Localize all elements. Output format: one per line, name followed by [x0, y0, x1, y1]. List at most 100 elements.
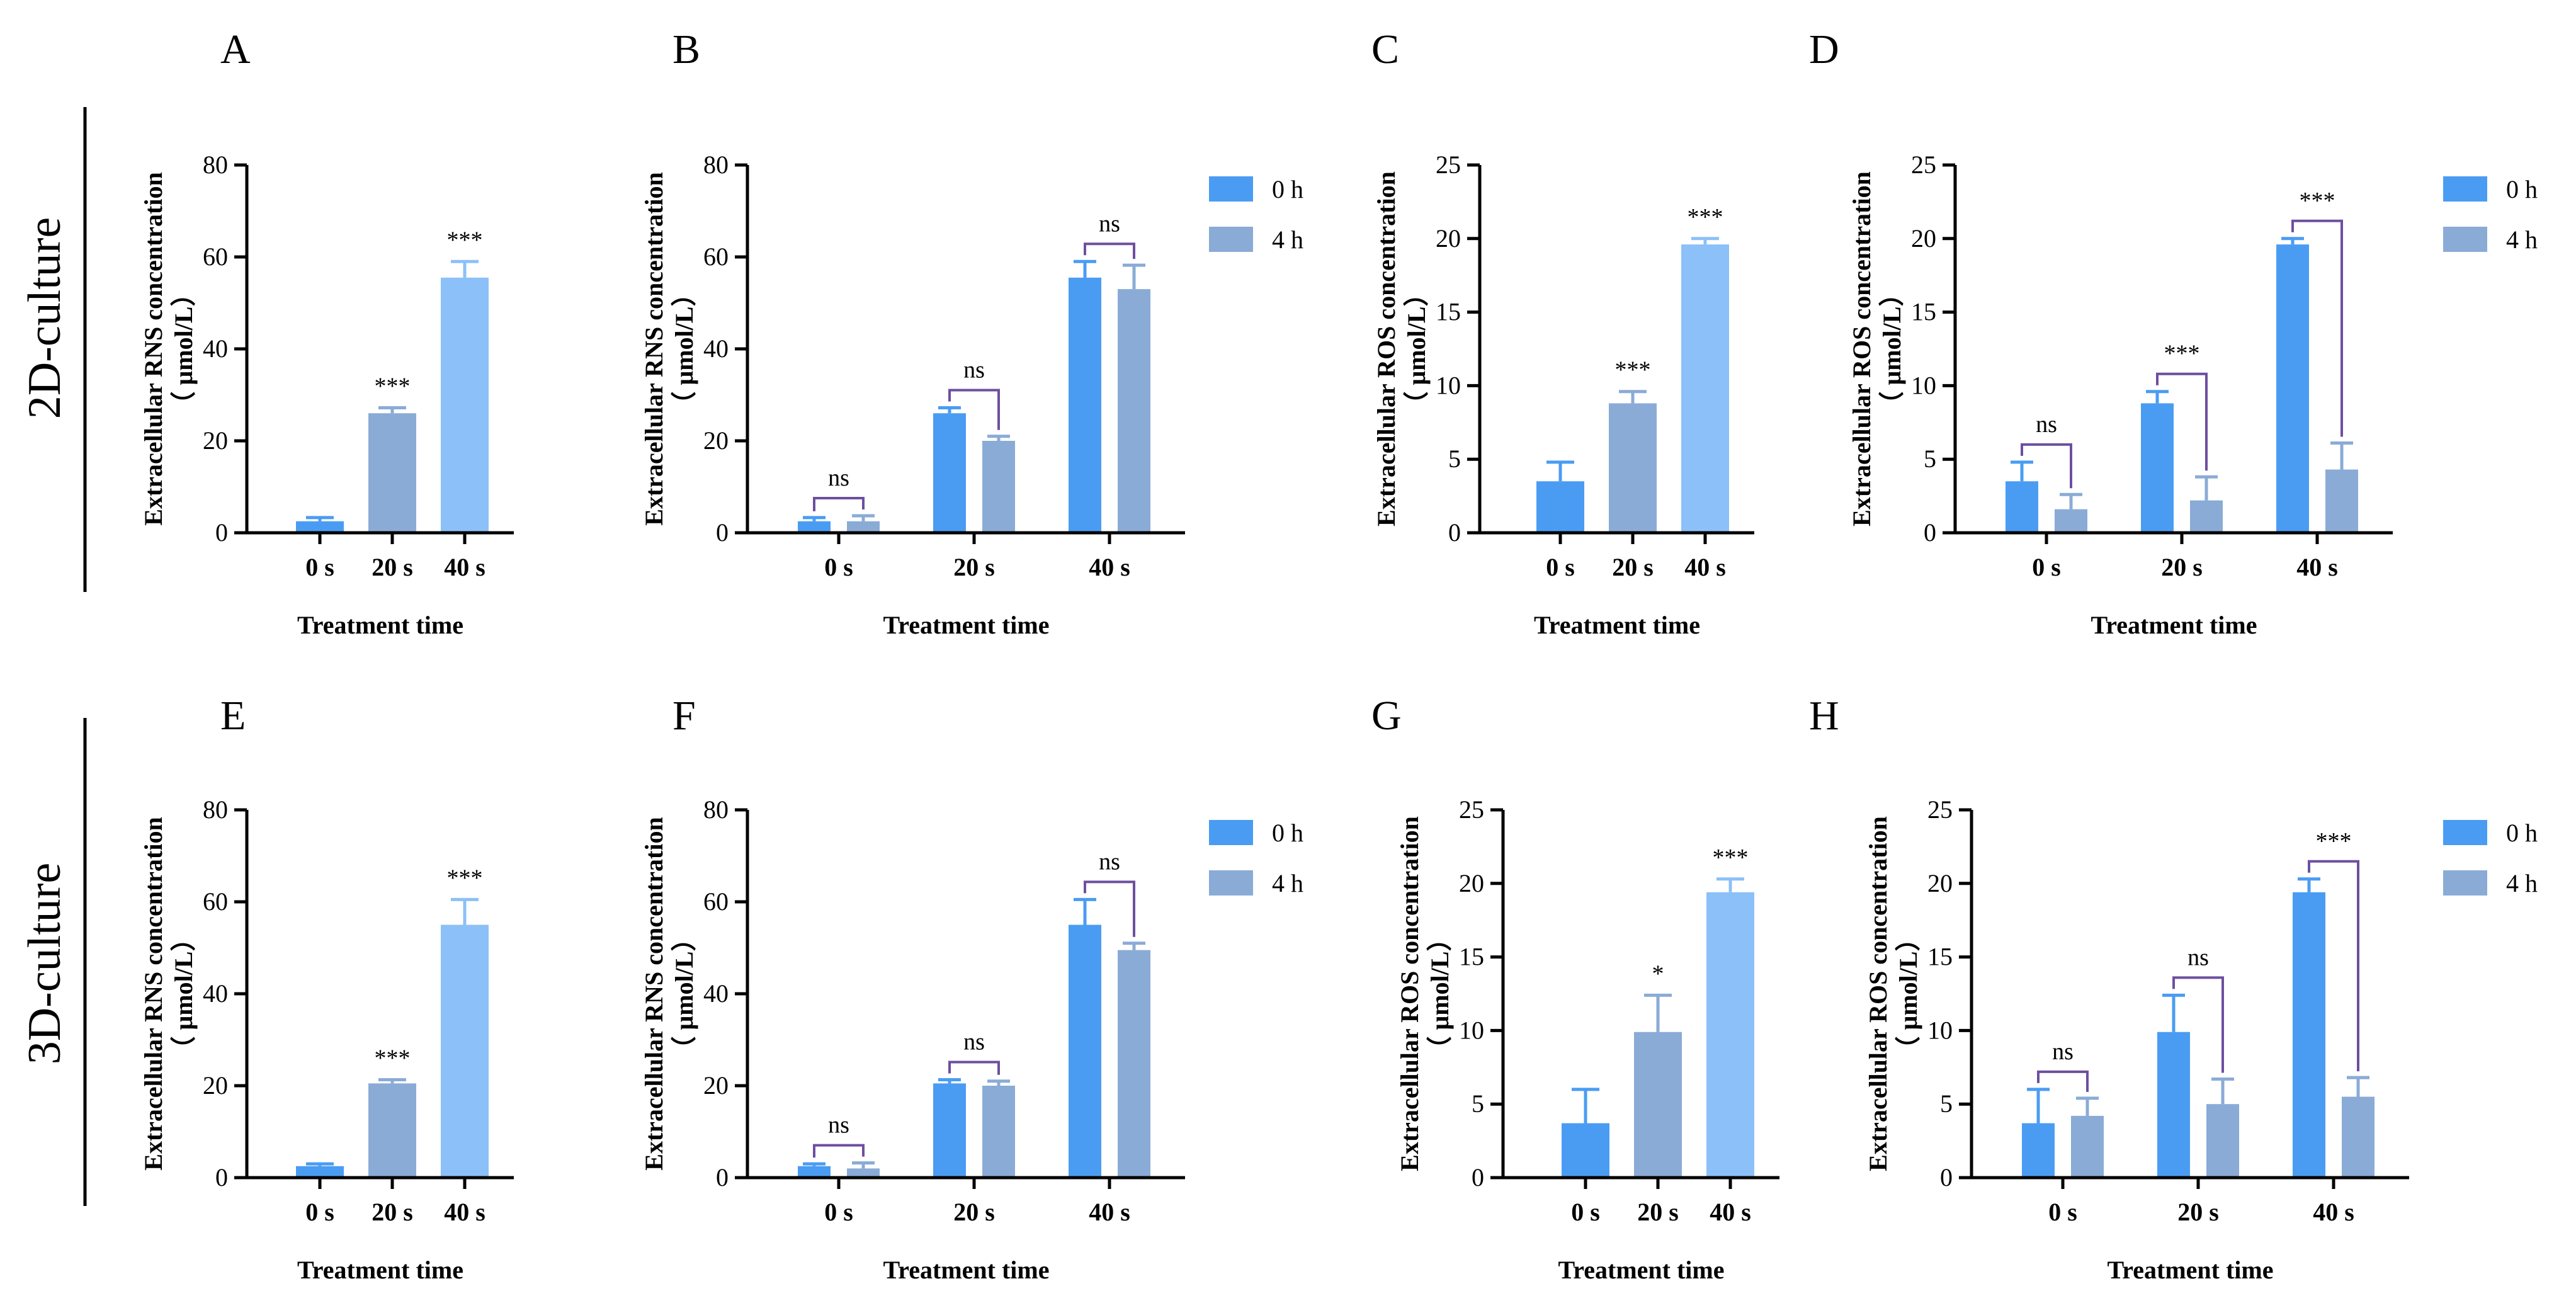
y-tick-label: 5 [1448, 445, 1461, 473]
legend-swatch-4h [2443, 870, 2487, 896]
bar-0s [296, 521, 344, 533]
significance-label: *** [375, 373, 411, 399]
x-axis-title: Treatment time [2091, 611, 2257, 639]
y-tick-label: 60 [703, 887, 729, 916]
significance-label: ns [828, 465, 849, 491]
y-tick-label: 0 [1472, 1163, 1484, 1191]
y-tick-label: 5 [1940, 1089, 1953, 1118]
y-axis-unit: （ μmol/L） [670, 282, 698, 417]
significance-label: ns [2187, 944, 2209, 970]
panel-letter-A: A [220, 26, 251, 72]
y-tick-label: 15 [1459, 943, 1484, 971]
row-label-3d: 3D-culture [19, 863, 71, 1065]
x-tick-label: 20 s [2177, 1198, 2219, 1226]
bar-0h-20s [2141, 403, 2174, 533]
significance-label: *** [2300, 188, 2335, 214]
panel-G: G 0 5 10 15 20 25 Extracellular ROS concentrati… [1371, 693, 1779, 1284]
legend-swatch-4h [1209, 870, 1253, 896]
bar-0h-40s [1069, 924, 1101, 1178]
bar-4h-40s [2342, 1096, 2375, 1178]
legend-label-0h: 0 h [1272, 175, 1303, 203]
bar-20s [368, 1083, 416, 1178]
bar-0s [1562, 1123, 1609, 1178]
y-axis-title: Extracellular RNS concentration [139, 172, 167, 525]
bar-4h-20s [982, 1086, 1015, 1178]
y-tick-label: 40 [703, 334, 729, 363]
y-tick-label: 60 [703, 242, 729, 271]
y-axis-title: Extracellular RNS concentration [640, 817, 668, 1170]
x-tick-label: 40 s [2296, 553, 2338, 581]
panel-letter-E: E [220, 693, 246, 739]
bar-40s [1706, 892, 1754, 1178]
y-tick-label: 60 [203, 242, 228, 271]
y-axis-title: Extracellular ROS concentration [1847, 171, 1876, 526]
bar-20s [1634, 1032, 1682, 1178]
y-axis-title: Extracellular ROS concentration [1395, 816, 1424, 1171]
legend-label-4h: 4 h [1272, 225, 1303, 254]
bar-4h-40s [2325, 469, 2358, 533]
x-axis-title: Treatment time [1558, 1256, 1725, 1284]
panel-C: C 0 5 10 15 20 25 Extracellular ROS concentrati… [1371, 26, 1754, 639]
x-tick-label: 20 s [1637, 1198, 1679, 1226]
x-tick-label: 20 s [1612, 553, 1654, 581]
significance-bracket [1084, 242, 1135, 259]
significance-bracket [2037, 1070, 2089, 1092]
y-tick-label: 20 [203, 426, 228, 455]
significance-bracket [2156, 372, 2208, 471]
y-tick-label: 10 [1927, 1016, 1953, 1044]
x-tick-label: 20 s [2161, 553, 2203, 581]
bar-0h-20s [933, 1083, 966, 1178]
y-tick-label: 80 [203, 795, 228, 824]
y-tick-label: 25 [1927, 795, 1953, 824]
legend-swatch-4h [1209, 227, 1253, 252]
bar-0s [1536, 481, 1584, 533]
legend-swatch-0h [1209, 820, 1253, 845]
y-tick-label: 0 [215, 518, 228, 547]
bar-0h-0s [798, 521, 831, 533]
x-axis-title: Treatment time [1534, 611, 1700, 639]
x-tick-label: 0 s [305, 1198, 334, 1226]
significance-label: *** [1713, 845, 1749, 871]
y-tick-label: 0 [716, 518, 729, 547]
panel-letter-F: F [672, 693, 696, 739]
bar-4h-0s [847, 1168, 880, 1178]
y-tick-label: 80 [703, 795, 729, 824]
significance-label: * [1652, 960, 1664, 987]
y-tick-label: 60 [203, 887, 228, 916]
bar-0h-40s [1069, 277, 1101, 533]
panel-letter-D: D [1809, 26, 1839, 72]
significance-label: ns [1099, 848, 1120, 875]
significance-bracket [2308, 860, 2359, 1072]
panel-letter-C: C [1371, 26, 1399, 72]
x-tick-label: 40 s [444, 553, 485, 581]
y-axis-unit: （ μmol/L） [670, 926, 698, 1062]
bar-4h-0s [847, 521, 880, 533]
panel-D: D 0 5 10 15 20 25 Extracellular ROS concentrati… [1809, 26, 2538, 639]
bar-0h-0s [798, 1166, 831, 1178]
bar-4h-20s [2190, 500, 2223, 533]
bar-40s [441, 924, 489, 1178]
significance-label: ns [2052, 1038, 2074, 1065]
x-tick-label: 40 s [1710, 1198, 1751, 1226]
y-axis-title: Extracellular RNS concentration [640, 172, 668, 525]
bar-0h-0s [2006, 481, 2038, 533]
x-tick-label: 40 s [444, 1198, 485, 1226]
x-axis-title: Treatment time [883, 1256, 1050, 1284]
y-tick-label: 80 [703, 151, 729, 179]
legend-swatch-4h [2443, 227, 2487, 252]
significance-bracket [1084, 880, 1135, 937]
significance-label: *** [1615, 357, 1651, 384]
significance-label: *** [447, 865, 483, 891]
bar-4h-40s [1118, 289, 1150, 533]
bar-4h-0s [2055, 509, 2087, 533]
y-tick-label: 5 [1924, 445, 1936, 473]
y-tick-label: 10 [1459, 1016, 1484, 1044]
panel-H: H 0 5 10 15 20 25 Extracellular ROS concentrati… [1809, 693, 2538, 1284]
significance-label: ns [828, 1112, 849, 1139]
y-tick-label: 15 [1911, 298, 1936, 326]
y-tick-label: 20 [1927, 869, 1953, 897]
x-axis-title: Treatment time [2108, 1256, 2274, 1284]
bar-0h-20s [933, 413, 966, 533]
x-tick-label: 0 s [824, 1198, 853, 1226]
